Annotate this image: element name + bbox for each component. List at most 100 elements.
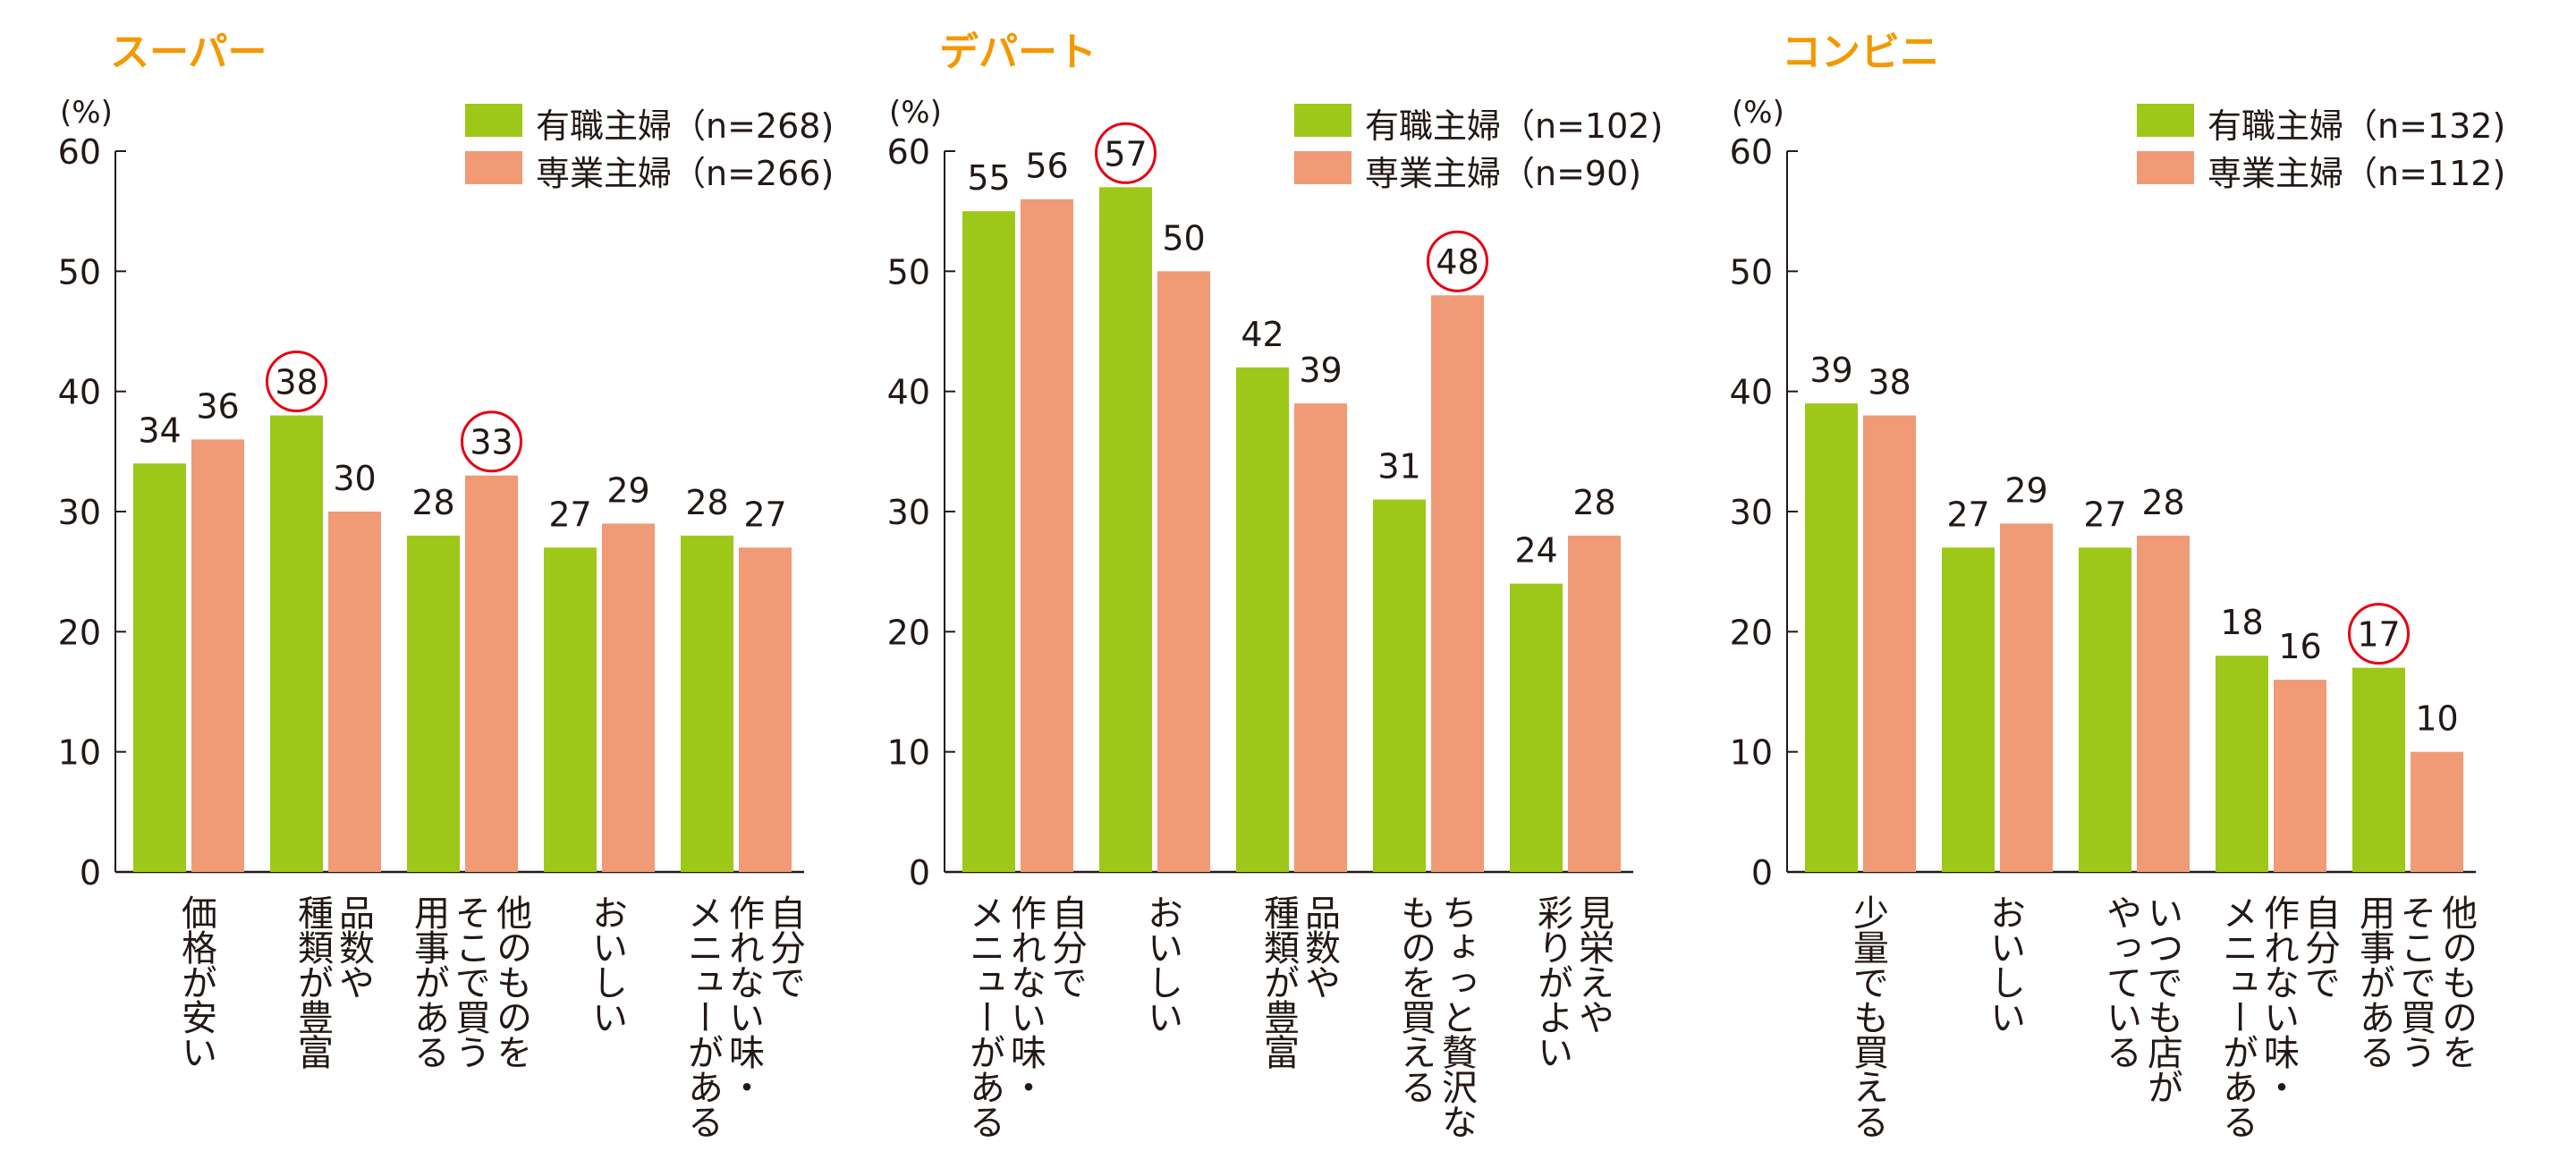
x-category-label: おいしい xyxy=(1141,894,1182,1034)
bar xyxy=(1568,535,1621,872)
y-tick-label: 30 xyxy=(1730,493,1773,532)
x-category-label: いつでも店が やっている xyxy=(2100,894,2182,1104)
data-label: 27 xyxy=(2083,495,2126,534)
x-category-label: 自分で 作れない味・ メニューがある xyxy=(963,894,1087,1138)
data-label: 38 xyxy=(1868,363,1911,402)
highlight-circle xyxy=(2348,603,2410,665)
legend-label: 有職主婦（n=102) xyxy=(1365,106,1664,146)
y-tick-label: 50 xyxy=(58,252,101,292)
y-tick-label: 60 xyxy=(887,132,930,172)
bar xyxy=(1157,271,1210,872)
legend-swatch xyxy=(465,104,522,137)
chart-title: デパート xyxy=(939,30,1097,75)
data-label: 48 xyxy=(1436,242,1479,282)
y-tick-label: 40 xyxy=(887,373,930,412)
data-label: 38 xyxy=(275,363,318,402)
highlight-circle xyxy=(266,351,327,413)
bar xyxy=(1431,295,1484,872)
bar xyxy=(270,415,323,872)
data-label: 17 xyxy=(2357,615,2400,655)
bar xyxy=(1236,367,1289,872)
chart-2: 0 10 20 30 40 50 60 55 56 57 50 42 39 31 48 24 28 xyxy=(887,104,1633,893)
y-tick-label: 30 xyxy=(58,493,101,532)
x-category-label: 価格が安い xyxy=(175,894,216,1069)
bar xyxy=(2000,523,2053,872)
x-category-label: 他のものを そこで買う 用事がある xyxy=(408,894,531,1069)
chart-title: コンビニ xyxy=(1782,30,1939,75)
bar xyxy=(1805,403,1858,873)
data-label: 39 xyxy=(1299,351,1342,390)
legend-label: 専業主婦（n=266) xyxy=(536,154,835,193)
legend-label: 有職主婦（n=132) xyxy=(2207,106,2506,146)
bar xyxy=(1021,199,1073,872)
y-axis-unit-label: (%) xyxy=(60,95,113,131)
y-axis-unit-label: (%) xyxy=(1732,95,1784,131)
chart-3: 0 10 20 30 40 50 60 39 38 27 29 27 28 18 16 17 10 xyxy=(1730,104,2476,893)
data-label: 34 xyxy=(138,410,181,450)
bar xyxy=(2274,680,2326,872)
y-tick-label: 30 xyxy=(887,493,930,532)
y-tick-label: 10 xyxy=(1730,733,1773,773)
x-category-label: おいしい xyxy=(586,894,627,1034)
bar xyxy=(328,512,381,872)
bar xyxy=(2137,535,2190,872)
legend-swatch xyxy=(1294,151,1352,184)
legend-label: 専業主婦（n=90) xyxy=(1365,154,1642,193)
legend-swatch xyxy=(1294,104,1352,137)
bar xyxy=(133,463,186,872)
bar xyxy=(544,547,597,872)
x-category-label: 品数や 種類が豊富 xyxy=(292,894,374,1069)
bar xyxy=(2411,751,2463,872)
y-tick-label: 20 xyxy=(887,613,930,652)
highlight-circle xyxy=(1427,230,1488,292)
data-label: 29 xyxy=(606,470,649,510)
legend-label: 有職主婦（n=268) xyxy=(536,106,835,146)
bar xyxy=(681,535,733,872)
data-label: 27 xyxy=(743,495,786,534)
data-label: 39 xyxy=(1809,351,1852,390)
bar xyxy=(1294,403,1347,873)
y-tick-label: 20 xyxy=(1730,613,1773,652)
legend-swatch xyxy=(465,151,522,184)
y-tick-label: 20 xyxy=(58,613,101,652)
data-label: 55 xyxy=(967,158,1010,198)
legend-swatch xyxy=(2137,104,2194,137)
legend-label: 専業主婦（n=112) xyxy=(2207,154,2506,193)
data-label: 28 xyxy=(685,483,728,522)
data-label: 28 xyxy=(411,483,454,522)
data-label: 36 xyxy=(196,386,239,426)
x-category-label: 自分で 作れない味・ メニューがある xyxy=(682,894,805,1138)
x-category-label: 自分で 作れない味・ メニューがある xyxy=(2216,894,2340,1138)
data-label: 50 xyxy=(1162,218,1205,258)
x-category-label: ちょっと贅沢な ものを買える xyxy=(1394,894,1477,1138)
y-tick-label: 50 xyxy=(1730,252,1773,292)
x-category-label: 品数や 種類が豊富 xyxy=(1258,894,1340,1069)
y-tick-label: 50 xyxy=(887,252,930,292)
bar xyxy=(191,439,244,872)
y-tick-label: 10 xyxy=(58,733,101,773)
data-label: 16 xyxy=(2278,627,2321,666)
bar xyxy=(739,547,792,872)
chart-1: 0 10 20 30 40 50 60 34 36 38 30 28 33 27 29 28 27 xyxy=(58,104,804,893)
data-label: 18 xyxy=(2220,603,2263,642)
data-label: 42 xyxy=(1241,315,1284,354)
data-label: 27 xyxy=(548,495,591,534)
highlight-circle xyxy=(461,410,522,473)
x-category-label: 他のものを そこで買う 用事がある xyxy=(2353,894,2477,1069)
y-axis-unit-label: (%) xyxy=(889,95,942,131)
y-tick-label: 0 xyxy=(80,853,101,893)
bar xyxy=(465,475,518,872)
data-label: 10 xyxy=(2415,699,2458,739)
y-tick-label: 40 xyxy=(1730,373,1773,412)
y-tick-label: 40 xyxy=(58,373,101,412)
x-category-label: 見栄えや 彩りがよい xyxy=(1531,894,1614,1069)
bar xyxy=(407,535,460,872)
legend-swatch xyxy=(2137,151,2194,184)
data-label: 27 xyxy=(1946,495,1989,534)
y-tick-label: 60 xyxy=(1730,132,1773,172)
data-label: 24 xyxy=(1514,531,1557,571)
bar xyxy=(1099,187,1152,873)
bar xyxy=(1942,547,1995,872)
